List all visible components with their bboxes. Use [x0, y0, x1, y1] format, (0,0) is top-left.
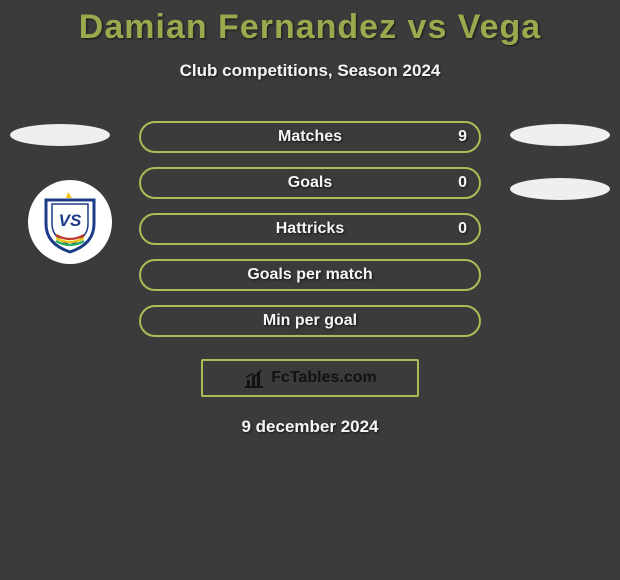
date: 9 december 2024 [0, 417, 620, 437]
shield-icon: VS [38, 190, 102, 254]
svg-text:VS: VS [59, 211, 82, 230]
stat-label: Goals [288, 174, 332, 192]
brand-box[interactable]: FcTables.com [201, 359, 419, 397]
brand-text: FcTables.com [271, 369, 377, 387]
stat-row-matches: Matches 9 [139, 121, 481, 153]
stat-value: 0 [458, 174, 467, 192]
stat-label: Min per goal [263, 312, 357, 330]
club-logo: VS [28, 180, 112, 264]
subtitle: Club competitions, Season 2024 [0, 61, 620, 81]
stat-value: 0 [458, 220, 467, 238]
player-left-badge [10, 124, 110, 146]
stat-label: Matches [278, 128, 342, 146]
player-right-badge-1 [510, 124, 610, 146]
player-right-badge-2 [510, 178, 610, 200]
stat-value: 9 [458, 128, 467, 146]
stat-row-min-per-goal: Min per goal [139, 305, 481, 337]
stat-row-goals: Goals 0 [139, 167, 481, 199]
stat-row-goals-per-match: Goals per match [139, 259, 481, 291]
stat-label: Goals per match [247, 266, 372, 284]
bar-chart-icon [243, 367, 265, 389]
page-title: Damian Fernandez vs Vega [0, 0, 620, 47]
stat-label: Hattricks [276, 220, 344, 238]
stat-row-hattricks: Hattricks 0 [139, 213, 481, 245]
